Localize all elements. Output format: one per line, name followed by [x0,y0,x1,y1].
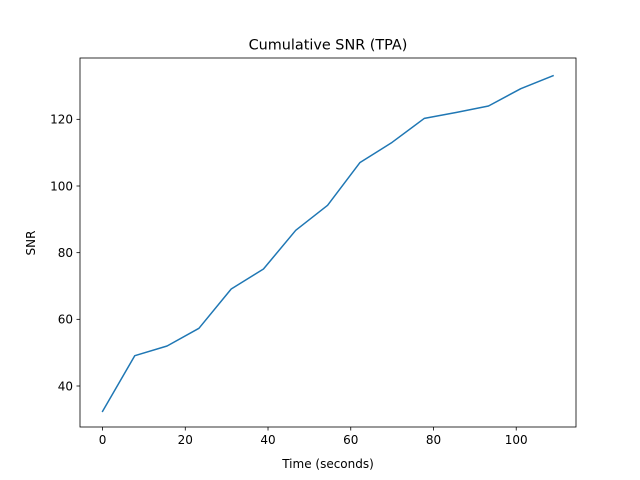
x-tick-label: 0 [99,433,107,447]
x-tick-label: 80 [426,433,441,447]
axes-frame [79,57,577,428]
y-tick-label: 60 [58,313,73,327]
y-tick-label: 120 [50,113,73,127]
x-tick-label: 40 [260,433,275,447]
x-tick-label: 20 [178,433,193,447]
y-tick-label: 100 [50,179,73,193]
x-tick-label: 100 [505,433,528,447]
plot-area: 0 20 40 60 80 100 40 60 80 100 120 [50,57,577,447]
chart-title: Cumulative SNR (TPA) [249,38,408,54]
x-tick-label: 60 [343,433,358,447]
y-tick-label: 40 [58,379,73,393]
y-axis-label: SNR [24,231,38,256]
y-tick-label: 80 [58,246,73,260]
x-axis-label: Time (seconds) [281,457,374,471]
